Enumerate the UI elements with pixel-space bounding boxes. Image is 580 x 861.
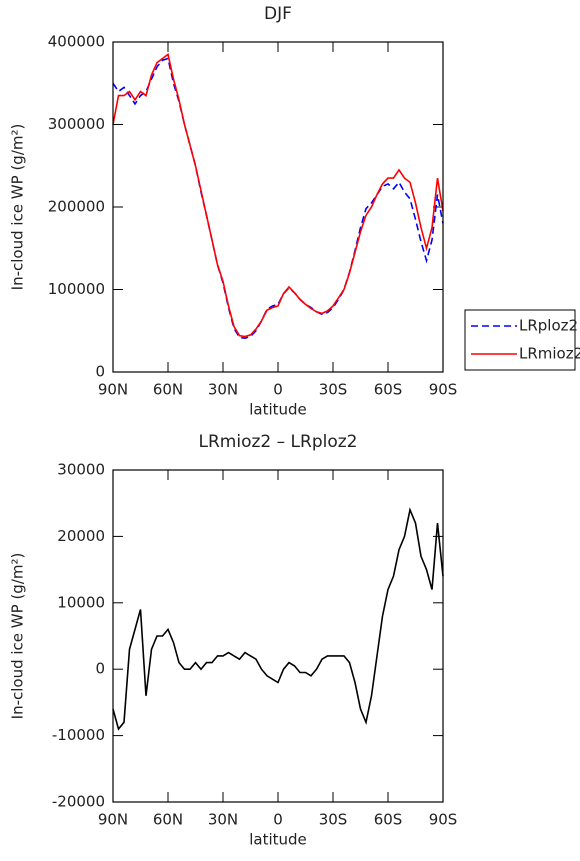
x-tick-label: 90N xyxy=(98,811,128,829)
legend-label: LRmioz2 xyxy=(519,345,580,363)
plot-frame xyxy=(112,469,444,803)
chart-title: LRmioz2 – LRploz2 xyxy=(199,432,358,452)
x-tick-label: 0 xyxy=(273,811,283,829)
x-tick-label: 30N xyxy=(208,811,238,829)
plot-frame xyxy=(112,41,444,373)
x-axis-label: latitude xyxy=(249,401,307,419)
y-tick-label: 20000 xyxy=(57,527,105,545)
x-tick-label: 60S xyxy=(374,811,403,829)
legend-box xyxy=(464,309,576,371)
y-axis-label: In-cloud ice WP (g/m²) xyxy=(9,553,27,720)
y-tick-label: 0 xyxy=(95,363,105,381)
x-tick-label: 90S xyxy=(429,811,458,829)
x-tick-label: 0 xyxy=(273,381,283,399)
series-line xyxy=(112,507,444,731)
x-tick-label: 30N xyxy=(208,381,238,399)
x-tick-label: 30S xyxy=(319,381,348,399)
x-tick-label: 60N xyxy=(153,811,183,829)
x-tick-label: 60N xyxy=(153,381,183,399)
y-tick-label: 300000 xyxy=(48,115,105,133)
y-tick-label: 0 xyxy=(95,660,105,678)
legend-label: LRploz2 xyxy=(519,317,578,335)
y-tick-label: -10000 xyxy=(52,726,105,744)
series-line xyxy=(112,57,444,340)
y-tick-label: -20000 xyxy=(52,793,105,811)
y-tick-label: 400000 xyxy=(48,33,105,51)
y-tick-label: 30000 xyxy=(57,461,105,479)
x-tick-label: 90N xyxy=(98,381,128,399)
x-tick-label: 30S xyxy=(319,811,348,829)
y-tick-label: 10000 xyxy=(57,593,105,611)
y-tick-label: 100000 xyxy=(48,280,105,298)
x-axis-label: latitude xyxy=(249,831,307,849)
y-axis-label: In-cloud ice WP (g/m²) xyxy=(9,124,27,291)
chart-title: DJF xyxy=(264,4,292,24)
x-tick-label: 90S xyxy=(429,381,458,399)
y-tick-label: 200000 xyxy=(48,198,105,216)
x-tick-label: 60S xyxy=(374,381,403,399)
series-line xyxy=(112,53,444,338)
